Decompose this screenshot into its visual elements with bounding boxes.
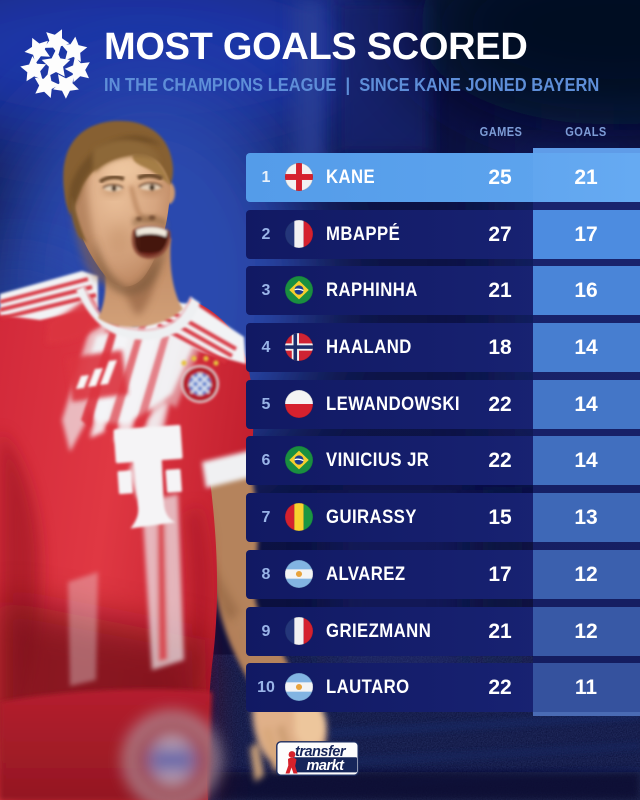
svg-text:markt: markt — [307, 758, 346, 774]
svg-text:transfer: transfer — [295, 744, 347, 760]
